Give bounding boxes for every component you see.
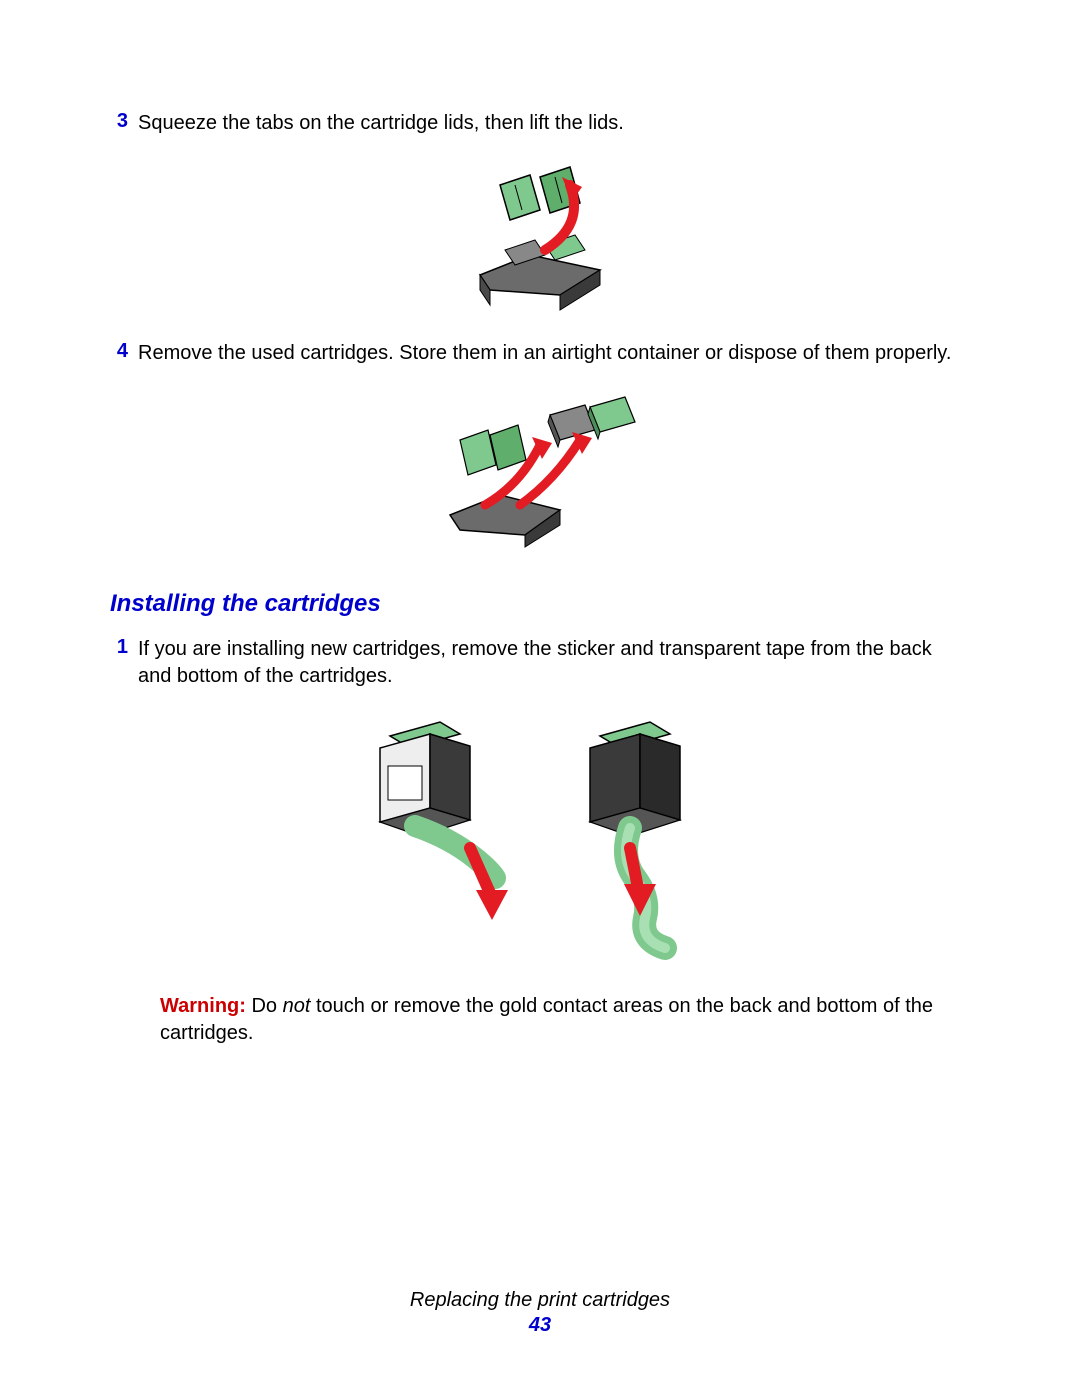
remove-tape-icon [320, 708, 760, 968]
warning-text-not: not [283, 995, 311, 1017]
page-footer: Replacing the print cartridges 43 [0, 1289, 1080, 1337]
section-heading-installing: Installing the cartridges [110, 590, 970, 618]
footer-page-number: 43 [0, 1314, 1080, 1337]
step-3-number: 3 [110, 110, 138, 133]
figure-remove-tape [110, 708, 970, 973]
warning-label: Warning: [160, 995, 246, 1017]
step-4-text: Remove the used cartridges. Store them i… [138, 340, 951, 367]
step-4-number: 4 [110, 340, 138, 363]
figure-squeeze-lids [110, 155, 970, 320]
step-3: 3 Squeeze the tabs on the cartridge lids… [110, 110, 970, 137]
remove-cartridges-icon [430, 385, 650, 555]
document-page: 3 Squeeze the tabs on the cartridge lids… [0, 0, 1080, 1397]
cartridge-lids-icon [450, 155, 630, 315]
warning-text-pre: Do [251, 995, 282, 1017]
step-install-1-number: 1 [110, 636, 138, 659]
step-install-1: 1 If you are installing new cartridges, … [110, 636, 970, 690]
step-4: 4 Remove the used cartridges. Store them… [110, 340, 970, 367]
footer-title: Replacing the print cartridges [0, 1289, 1080, 1312]
step-3-text: Squeeze the tabs on the cartridge lids, … [138, 110, 624, 137]
warning-block: Warning: Do not touch or remove the gold… [160, 993, 970, 1047]
figure-remove-cartridges [110, 385, 970, 560]
step-install-1-text: If you are installing new cartridges, re… [138, 636, 970, 690]
